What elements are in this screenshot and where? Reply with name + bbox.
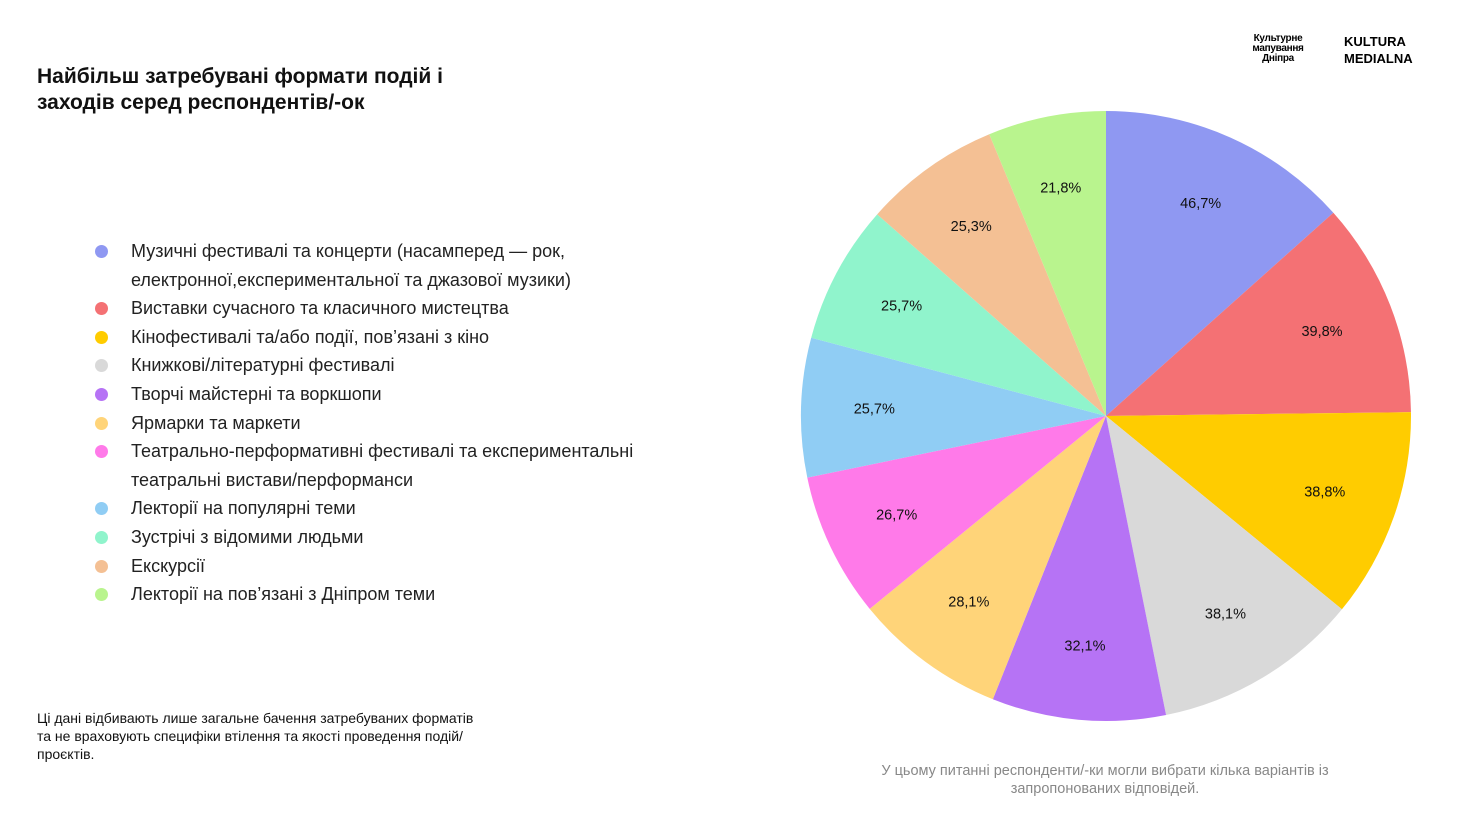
legend-label: Зустрічі з відомими людьми	[131, 526, 364, 547]
legend-marker	[95, 530, 108, 544]
legend-label: Театрально-перформативні фестивалі та ек…	[131, 441, 634, 490]
pie-slice	[1106, 412, 1411, 610]
legend-label: Творчі майстерні та воркшопи	[131, 383, 382, 404]
data-label: 38,8%	[1304, 484, 1345, 500]
data-label: 32,1%	[1064, 639, 1105, 655]
data-label: 39,8%	[1301, 324, 1342, 340]
logo-text: мапування	[1252, 43, 1304, 54]
legend-marker	[95, 416, 108, 430]
legend-marker	[95, 387, 108, 401]
legend-label: Ярмарки та маркети	[131, 412, 301, 433]
legend-marker	[95, 588, 108, 602]
logo-text: MEDIALNA	[1344, 51, 1413, 66]
legend-marker	[95, 302, 108, 316]
legend: Музичні фестивалі та концерти (насампере…	[95, 237, 675, 609]
data-label: 46,7%	[1180, 196, 1221, 212]
legend-item: Лекторії на популярні теми	[95, 494, 675, 523]
legend-marker	[95, 445, 108, 459]
data-label: 26,7%	[876, 507, 917, 523]
legend-marker	[95, 330, 108, 344]
legend-item: Кінофестивалі та/або події, пов’язані з …	[95, 323, 675, 352]
legend-label: Екскурсії	[131, 555, 205, 576]
data-label: 25,7%	[854, 401, 895, 417]
chart-title: Найбільш затребувані формати подій і зах…	[37, 65, 443, 114]
data-label: 21,8%	[1040, 180, 1081, 196]
legend-label: Музичні фестивалі та концерти (насампере…	[131, 241, 571, 290]
legend-item: Зустрічі з відомими людьми	[95, 523, 675, 552]
legend-label: Книжкові/літературні фестивалі	[131, 355, 395, 376]
pie-slice	[869, 416, 1106, 700]
pie-slice	[1106, 212, 1411, 416]
legend-item: Книжкові/літературні фестивалі	[95, 351, 675, 380]
legend-item: Музичні фестивалі та концерти (насампере…	[95, 237, 675, 294]
data-label: 25,7%	[881, 299, 922, 315]
logo: KULTURA MEDIALNA	[1344, 33, 1413, 67]
caption: У цьому питанні респонденти/-ки могли ви…	[881, 763, 1329, 797]
legend-label: Виставки сучасного та класичного мистецт…	[131, 298, 509, 319]
legend-marker	[95, 502, 108, 516]
logo-text: Культурне	[1253, 33, 1303, 44]
legend-marker	[95, 359, 108, 373]
legend-label: Лекторії на популярні теми	[131, 498, 356, 519]
data-label: 25,3%	[951, 219, 992, 235]
logo-text: KULTURA	[1344, 34, 1406, 49]
legend-marker	[95, 245, 108, 258]
legend-item: Творчі майстерні та воркшопи	[95, 380, 675, 409]
pie-slice	[801, 337, 1106, 478]
legend-item: Екскурсії	[95, 552, 675, 581]
logo: Культурне мапування Дніпра	[1238, 34, 1318, 64]
data-label: 38,1%	[1205, 606, 1246, 622]
legend-item: Театрально-перформативні фестивалі та ек…	[95, 437, 675, 494]
legend-item: Лекторії на пов’язані з Дніпром теми	[95, 580, 675, 609]
legend-item: Ярмарки та маркети	[95, 409, 675, 438]
pie-slice	[811, 214, 1106, 416]
note: Ці дані відбивають лише загальне бачення…	[37, 710, 474, 762]
legend-item: Виставки сучасного та класичного мистецт…	[95, 294, 675, 323]
data-label: 28,1%	[948, 595, 989, 611]
pie-slice	[877, 134, 1106, 416]
legend-marker	[95, 559, 108, 573]
legend-label: Кінофестивалі та/або події, пов’язані з …	[131, 326, 490, 347]
pie-slice	[1106, 111, 1334, 416]
pie-slice	[989, 111, 1106, 416]
logo-text: Дніпра	[1262, 53, 1294, 64]
pie-slice	[992, 416, 1167, 721]
pie-slice	[1106, 416, 1342, 716]
legend-label: Лекторії на пов’язані з Дніпром теми	[131, 584, 436, 605]
pie-slice	[807, 416, 1106, 609]
